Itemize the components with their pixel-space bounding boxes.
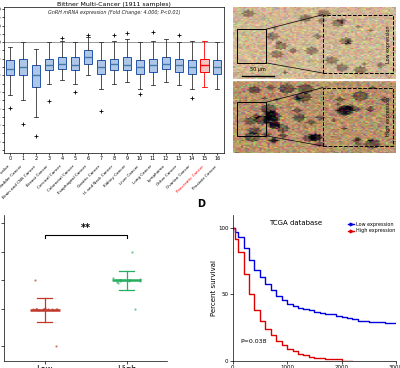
Text: GnRH mRNA expression (Fold Change: 4.000; P<0.01): GnRH mRNA expression (Fold Change: 4.000…: [48, 10, 180, 15]
Text: No value: No value: [0, 164, 10, 180]
Text: P=0.038: P=0.038: [241, 339, 267, 344]
Point: [114, 279, 120, 285]
Point: [52, 306, 59, 312]
PathPatch shape: [97, 60, 105, 74]
Point: [132, 306, 138, 312]
Point: [32, 277, 38, 283]
Point: [33, 306, 40, 312]
Text: Prostate Cancer: Prostate Cancer: [192, 164, 218, 190]
Point: [42, 305, 48, 311]
Text: Gastric Cancer: Gastric Cancer: [77, 164, 101, 189]
Point: [32, 306, 39, 312]
Point: [117, 279, 123, 284]
Point: [129, 249, 136, 255]
Bar: [323, 88, 393, 146]
Text: Breast Cancer: Breast Cancer: [26, 164, 49, 188]
Point: [115, 280, 121, 286]
PathPatch shape: [45, 59, 53, 70]
Point: [137, 276, 143, 282]
Text: Esophageal Cancer: Esophageal Cancer: [57, 164, 88, 195]
Point: [121, 277, 127, 283]
Text: Low expression: Low expression: [386, 25, 391, 63]
Point: [117, 277, 123, 283]
PathPatch shape: [32, 66, 40, 87]
PathPatch shape: [110, 59, 118, 70]
Point: [109, 275, 116, 280]
PathPatch shape: [149, 59, 157, 72]
Text: Lymphoma: Lymphoma: [147, 164, 166, 184]
Point: [34, 306, 40, 312]
Text: Lung Cancer: Lung Cancer: [132, 164, 153, 185]
PathPatch shape: [136, 60, 144, 74]
PathPatch shape: [162, 57, 170, 69]
PathPatch shape: [19, 59, 28, 75]
Text: Cervical Cancer: Cervical Cancer: [36, 164, 62, 190]
Text: High expression: High expression: [386, 97, 391, 137]
Text: Other Cancer: Other Cancer: [156, 164, 179, 187]
PathPatch shape: [200, 59, 208, 72]
PathPatch shape: [71, 57, 79, 70]
Text: B: B: [220, 0, 228, 1]
Text: 50 μm: 50 μm: [250, 67, 266, 72]
Point: [50, 307, 56, 313]
Point: [126, 278, 133, 284]
Bar: [237, 102, 266, 136]
Y-axis label: Percent survival: Percent survival: [211, 260, 217, 316]
PathPatch shape: [84, 50, 92, 64]
Point: [116, 277, 122, 283]
Point: [118, 277, 125, 283]
Point: [41, 306, 48, 312]
PathPatch shape: [6, 60, 14, 75]
Bar: [237, 29, 266, 63]
Point: [45, 305, 51, 311]
Point: [53, 343, 59, 349]
Point: [117, 277, 124, 283]
PathPatch shape: [175, 59, 183, 72]
Point: [126, 277, 132, 283]
Point: [54, 306, 60, 312]
Point: [127, 277, 134, 283]
Point: [29, 307, 36, 312]
Point: [137, 278, 143, 284]
Text: Colorectal Cancer: Colorectal Cancer: [46, 164, 75, 193]
Text: Bladder Cancer: Bladder Cancer: [0, 164, 24, 190]
Point: [116, 277, 123, 283]
PathPatch shape: [188, 60, 196, 74]
Point: [113, 277, 119, 283]
Bar: [323, 15, 393, 73]
Text: Pancreatic Cancer: Pancreatic Cancer: [176, 164, 204, 194]
Legend: Low expression, High expression: Low expression, High expression: [346, 220, 397, 236]
PathPatch shape: [123, 57, 131, 70]
Text: H. and Neck Cancer: H. and Neck Cancer: [83, 164, 114, 196]
Point: [36, 307, 42, 313]
Point: [114, 277, 120, 283]
Text: D: D: [197, 199, 205, 209]
Text: **: **: [81, 223, 91, 233]
Point: [49, 306, 55, 312]
Point: [40, 306, 46, 312]
PathPatch shape: [58, 57, 66, 69]
Text: TCGA database: TCGA database: [269, 220, 322, 226]
Text: Liver Cancer: Liver Cancer: [119, 164, 140, 185]
Title: Bittner Multi-Cancer (1911 samples): Bittner Multi-Cancer (1911 samples): [57, 2, 171, 7]
Text: Kidney Cancer: Kidney Cancer: [103, 164, 127, 188]
Text: Ovarian Cancer: Ovarian Cancer: [166, 164, 192, 190]
Text: Brain and CNS Cancer: Brain and CNS Cancer: [2, 164, 36, 199]
PathPatch shape: [214, 60, 222, 74]
